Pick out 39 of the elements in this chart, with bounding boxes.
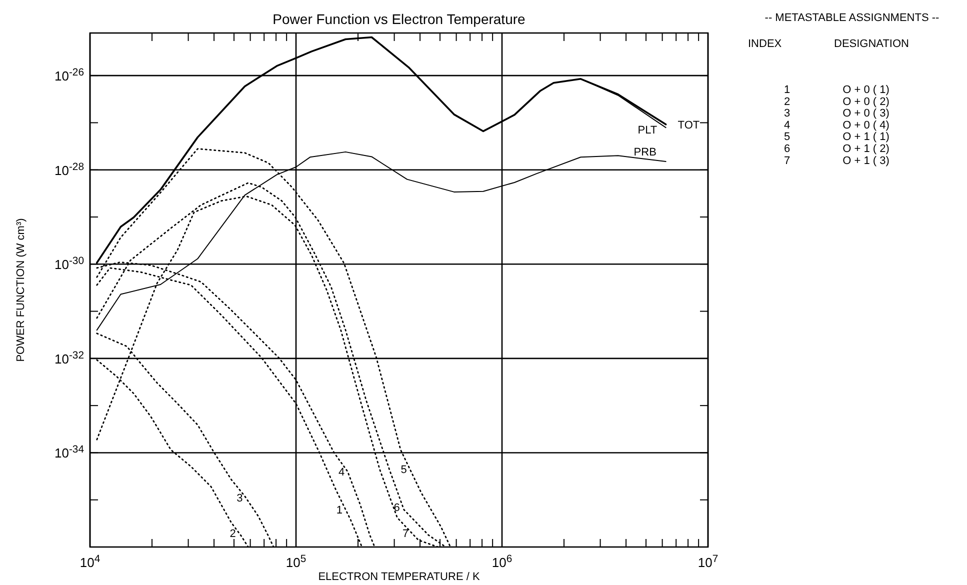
text: -- METASTABLE ASSIGNMENTS -- [764,12,940,24]
y-tick-label: 10$^{-26}$ [54,67,84,84]
series-label: PLT [638,124,658,137]
series-label: 5 [400,464,407,476]
series-label: 2 [230,528,236,540]
x-tick-label: 10$^{7}$ [698,554,718,570]
legend-label: TOT [678,119,700,132]
text: INDEX [748,38,782,50]
x-tick-label: 10$^{6}$ [492,554,512,570]
text: 1 [784,84,790,96]
text: 4 [784,119,790,132]
series-label: 1 [336,504,342,516]
text: DESIGNATION [834,38,910,50]
series-label: 3 [236,492,243,504]
text: O + 0 ( 4) [842,119,890,132]
text: 6 [784,143,790,155]
text: 3 [784,108,790,120]
chart-title: Power Function vs Electron Temperature [272,11,526,27]
x-tick-label: 10$^{5}$ [286,554,306,570]
y-tick-label: 10$^{-28}$ [54,161,84,178]
series-label: 6 [394,502,400,514]
y-tick-label: 10$^{-30}$ [54,256,84,272]
y-axis-title: POWER FUNCTION (W cm³) [15,218,27,362]
text: O + 1 ( 2) [842,143,890,155]
series-label: PRB [634,146,656,159]
y-tick-label: 10$^{-34}$ [54,444,84,461]
text: O + 0 ( 1) [842,84,890,96]
series-label: 4 [338,466,345,479]
text: 7 [784,154,790,167]
text: 5 [784,131,790,144]
text: O + 1 ( 1) [842,131,890,144]
text: O + 0 ( 3) [842,108,890,120]
text: O + 0 ( 2) [842,96,890,108]
y-tick-label: 10$^{-32}$ [54,350,84,366]
text: O + 1 ( 3) [842,154,890,167]
x-axis-title: ELECTRON TEMPERATURE / K [318,571,480,583]
series-label: 7 [402,528,409,540]
x-tick-label: 10$^{4}$ [80,554,100,570]
text: 2 [784,96,790,108]
